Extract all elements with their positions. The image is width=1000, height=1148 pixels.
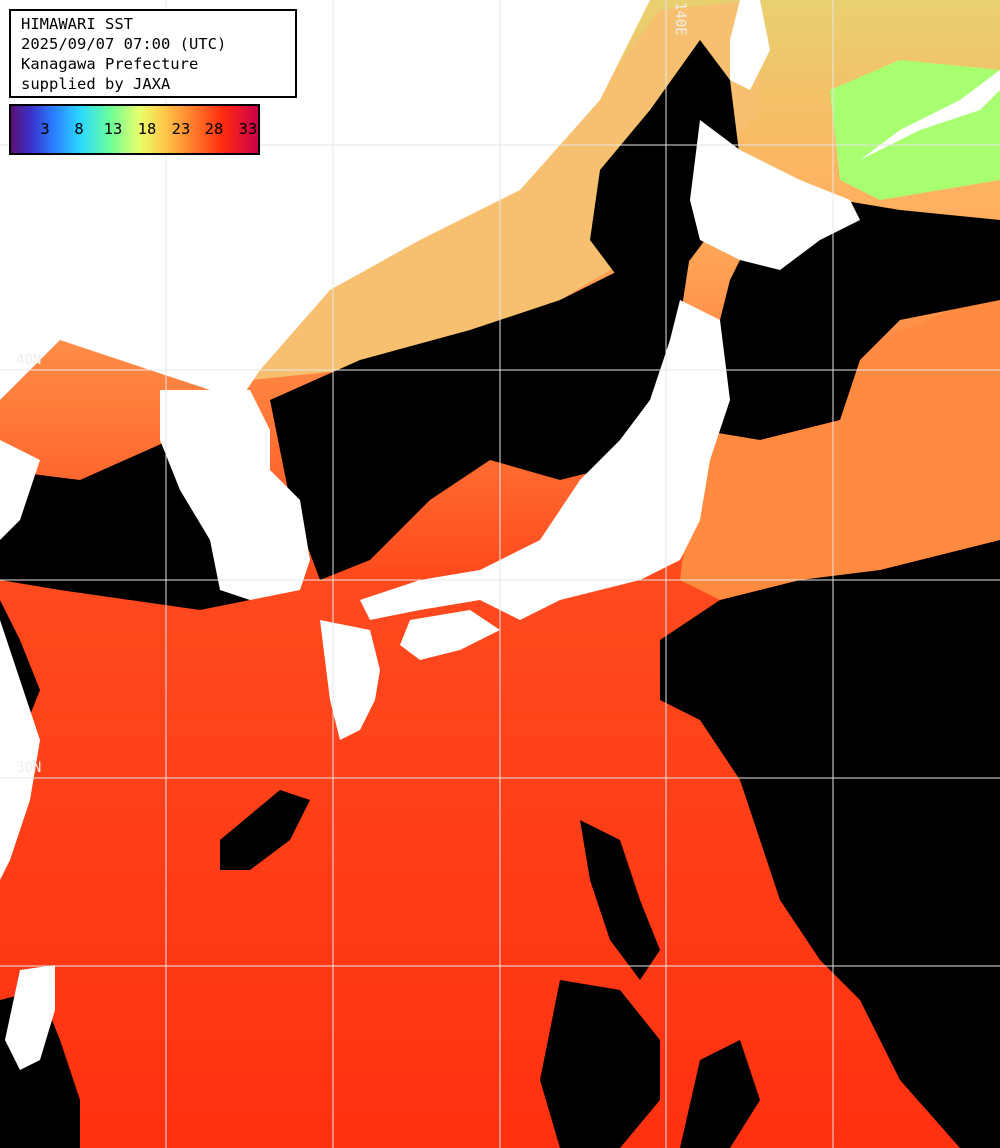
data-supplier: supplied by JAXA [21,75,171,93]
info-box: HIMAWARI SST 2025/09/07 07:00 (UTC) Kana… [9,9,297,98]
land-shikoku [400,610,500,660]
land-honshu [360,300,730,620]
legend-tick: 18 [137,120,157,138]
latitude-label: 30N [16,760,42,776]
legend-tick: 8 [74,120,84,138]
land-korea [160,390,310,600]
longitude-label: 140E [672,2,688,36]
legend-tick: 23 [171,120,191,138]
land-china-coast [0,440,40,540]
timestamp: 2025/09/07 07:00 (UTC) [21,35,227,53]
land-china-coast-south [0,620,40,880]
product-title: HIMAWARI SST [21,15,133,33]
pacific-northeast [680,290,1000,620]
latitude-label: 40N [16,352,42,368]
legend-tick: 33 [238,120,258,138]
land-kamchatka-side [860,70,1000,160]
land-sakhalin [730,0,770,90]
land-taiwan [5,965,55,1070]
land-asia-north [0,0,650,400]
legend-tick-labels: 3 8 13 18 23 28 33 [11,120,258,140]
legend-tick: 28 [204,120,224,138]
land [0,0,1000,1070]
legend-tick: 13 [103,120,123,138]
provider-region: Kanagawa Prefecture [21,55,199,73]
legend-tick: 3 [40,120,50,138]
land-kyushu [320,620,380,740]
land-hokkaido [690,120,860,270]
color-scale-legend: 3 8 13 18 23 28 33 [9,104,260,155]
